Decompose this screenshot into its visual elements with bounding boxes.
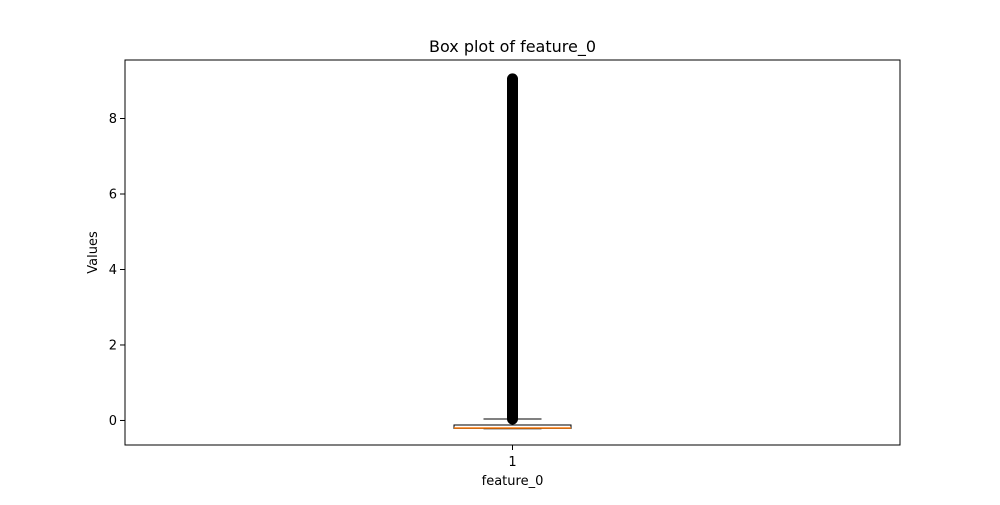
chart-title: Box plot of feature_0	[429, 37, 596, 57]
x-axis-label: feature_0	[482, 474, 544, 489]
y-axis-ticks: 0 2 4 6 8	[109, 112, 125, 429]
outlier-point	[507, 73, 518, 85]
y-tick-label: 0	[109, 414, 117, 429]
x-axis-ticks: 1	[508, 445, 517, 470]
y-tick-label: 2	[109, 338, 117, 353]
y-axis-label: Values	[86, 231, 101, 274]
x-tick-label: 1	[508, 455, 516, 470]
y-tick-label: 4	[109, 263, 117, 278]
outlier-points	[507, 73, 518, 425]
box-group	[453, 73, 572, 430]
y-tick-label: 8	[109, 112, 117, 127]
y-tick-label: 6	[109, 187, 117, 202]
